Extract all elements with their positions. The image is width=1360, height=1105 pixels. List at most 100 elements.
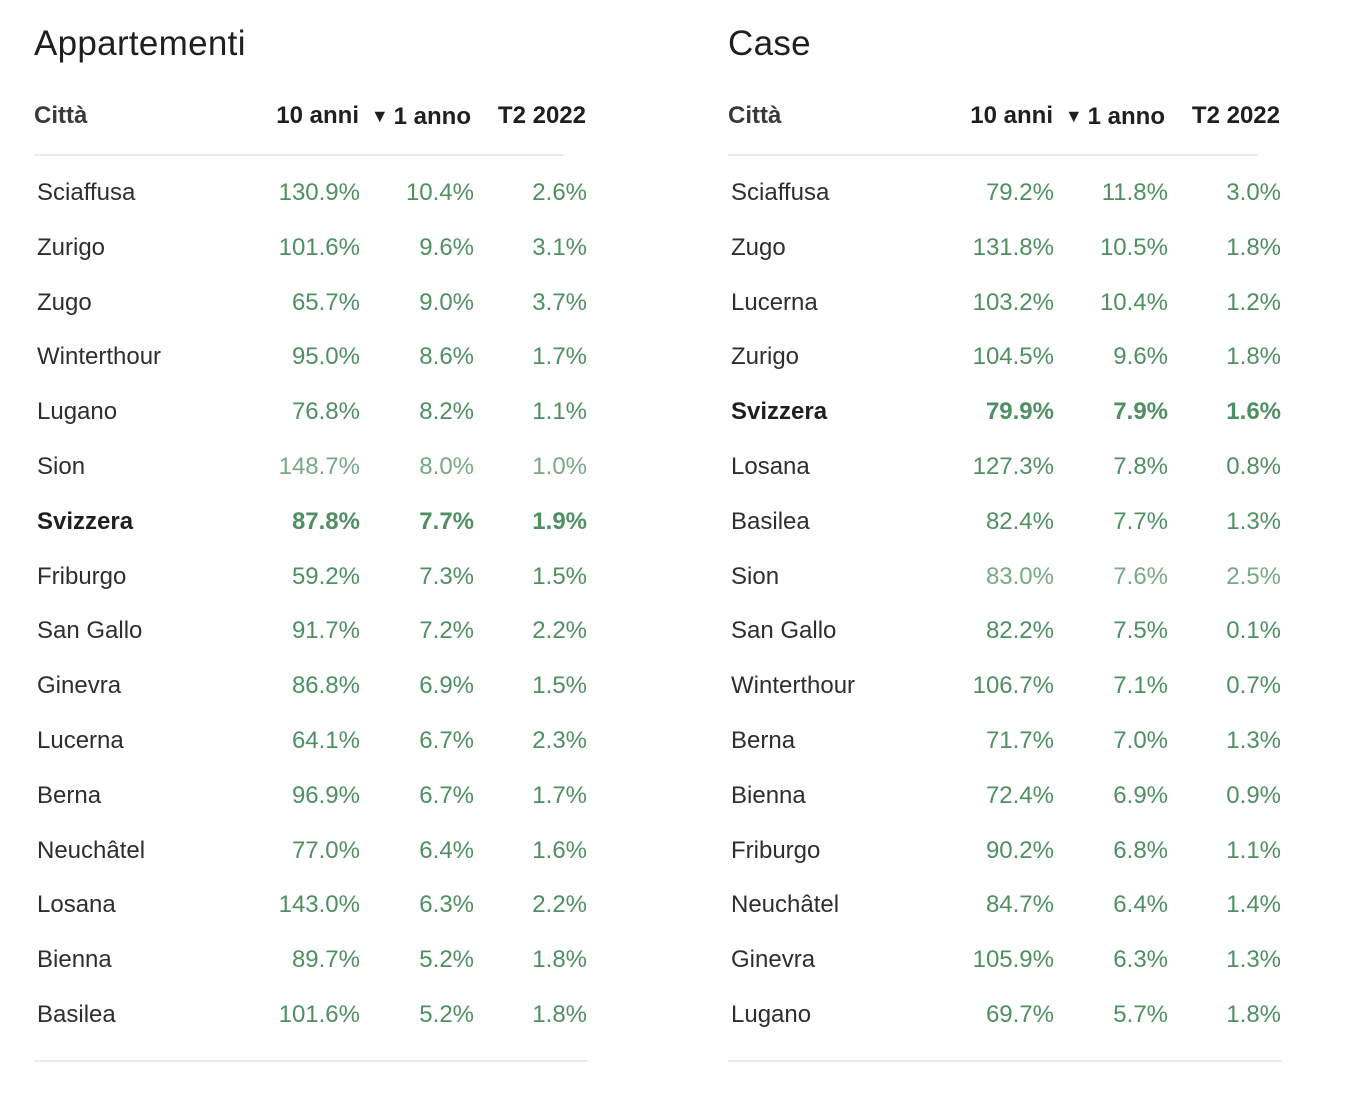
cell-1-anno: 11.8%	[1101, 179, 1168, 206]
cell-t2-2022: 1.1%	[1226, 837, 1281, 864]
row-city-sciaffusa: Sciaffusa	[37, 179, 136, 206]
cell-10-anni: 79.2%	[985, 179, 1054, 206]
column-header-label: T2 2022	[497, 102, 586, 129]
column-header-1-anno[interactable]: ▼ 1 anno	[728, 98, 1165, 134]
cell-10-anni: 131.8%	[972, 234, 1054, 261]
cell-10-anni: 65.7%	[291, 289, 360, 316]
cell-t2-2022: 3.7%	[532, 289, 587, 316]
row-city-losana: Losana	[37, 891, 116, 918]
row-city-friburgo: Friburgo	[37, 563, 127, 590]
cell-10-anni: 71.7%	[985, 727, 1054, 754]
cell-10-anni: 77.0%	[291, 837, 360, 864]
cell-t2-2022: 0.1%	[1226, 617, 1281, 644]
cell-1-anno: 5.2%	[419, 946, 474, 973]
cell-1-anno: 7.7%	[1113, 508, 1168, 535]
row-city-basilea: Basilea	[731, 508, 810, 535]
cell-t2-2022: 1.4%	[1226, 891, 1281, 918]
cell-t2-2022: 1.2%	[1226, 289, 1281, 316]
cell-1-anno: 7.0%	[1113, 727, 1168, 754]
row-city-bienna: Bienna	[731, 782, 806, 809]
row-city-svizzera: Svizzera	[731, 398, 828, 425]
cell-t2-2022: 1.0%	[532, 453, 587, 480]
row-city-sciaffusa: Sciaffusa	[731, 179, 830, 206]
cell-10-anni: 72.4%	[985, 782, 1054, 809]
cell-10-anni: 91.7%	[291, 617, 360, 644]
column-header-t2-2022[interactable]: T2 2022	[728, 98, 1280, 134]
column-header-city[interactable]: Città	[728, 102, 782, 129]
cell-1-anno: 7.6%	[1113, 563, 1168, 590]
cell-1-anno: 6.7%	[419, 782, 474, 809]
footer-divider	[34, 1060, 588, 1062]
column-header-1-anno[interactable]: ▼ 1 anno	[34, 98, 471, 134]
cell-1-anno: 6.4%	[1113, 891, 1168, 918]
cell-1-anno: 6.7%	[419, 727, 474, 754]
sort-descending-icon: ▼	[1064, 106, 1083, 126]
cell-t2-2022: 2.5%	[1226, 563, 1281, 590]
header-divider	[34, 154, 564, 156]
row-city-san-gallo: San Gallo	[731, 617, 837, 644]
row-city-bienna: Bienna	[37, 946, 112, 973]
cell-1-anno: 6.3%	[1113, 946, 1168, 973]
row-city-berna: Berna	[37, 782, 102, 809]
sort-descending-icon: ▼	[370, 106, 389, 126]
cell-10-anni: 79.9%	[985, 398, 1054, 425]
cell-10-anni: 59.2%	[291, 563, 360, 590]
cell-10-anni: 101.6%	[278, 1001, 360, 1028]
row-city-basilea: Basilea	[37, 1001, 116, 1028]
column-header-10-anni[interactable]: 10 anni	[728, 98, 1053, 134]
cell-10-anni: 87.8%	[291, 508, 360, 535]
cell-10-anni: 90.2%	[985, 837, 1054, 864]
cell-t2-2022: 1.3%	[1226, 727, 1281, 754]
cell-1-anno: 9.0%	[419, 289, 474, 316]
row-city-losana: Losana	[731, 453, 810, 480]
cell-1-anno: 6.3%	[419, 891, 474, 918]
row-city-lucerna: Lucerna	[37, 727, 124, 754]
cell-1-anno: 5.7%	[1113, 1001, 1168, 1028]
row-city-neuch-tel: Neuchâtel	[37, 837, 146, 864]
cell-t2-2022: 1.6%	[1226, 398, 1281, 425]
row-city-svizzera: Svizzera	[37, 508, 134, 535]
cell-t2-2022: 1.8%	[1226, 343, 1281, 370]
column-header-t2-2022[interactable]: T2 2022	[34, 98, 586, 134]
cell-t2-2022: 1.5%	[532, 563, 587, 590]
cell-10-anni: 103.2%	[972, 289, 1054, 316]
header-divider	[728, 154, 1258, 156]
cell-1-anno: 7.5%	[1113, 617, 1168, 644]
cell-10-anni: 86.8%	[291, 672, 360, 699]
cell-1-anno: 6.9%	[1113, 782, 1168, 809]
table-title: Appartementi	[34, 24, 246, 63]
cell-10-anni: 84.7%	[985, 891, 1054, 918]
cell-t2-2022: 3.0%	[1226, 179, 1281, 206]
column-header-label: 1 anno	[393, 103, 471, 130]
cell-10-anni: 143.0%	[278, 891, 360, 918]
cell-t2-2022: 1.8%	[1226, 1001, 1281, 1028]
cell-10-anni: 64.1%	[291, 727, 360, 754]
cell-t2-2022: 1.7%	[532, 343, 587, 370]
cell-1-anno: 10.4%	[405, 179, 474, 206]
row-city-zurigo: Zurigo	[37, 234, 106, 261]
row-city-zurigo: Zurigo	[731, 343, 800, 370]
cell-1-anno: 7.9%	[1113, 398, 1168, 425]
row-city-winterthour: Winterthour	[731, 672, 856, 699]
cell-10-anni: 104.5%	[972, 343, 1054, 370]
cell-10-anni: 82.4%	[985, 508, 1054, 535]
cell-1-anno: 7.8%	[1113, 453, 1168, 480]
row-city-ginevra: Ginevra	[37, 672, 122, 699]
cell-t2-2022: 1.8%	[1226, 234, 1281, 261]
table-title: Case	[728, 24, 811, 63]
column-header-label: 1 anno	[1087, 103, 1165, 130]
cell-t2-2022: 1.3%	[1226, 946, 1281, 973]
column-header-city[interactable]: Città	[34, 102, 88, 129]
cell-t2-2022: 1.1%	[532, 398, 587, 425]
row-city-san-gallo: San Gallo	[37, 617, 143, 644]
cell-10-anni: 96.9%	[291, 782, 360, 809]
footer-divider	[728, 1060, 1282, 1062]
row-city-neuch-tel: Neuchâtel	[731, 891, 840, 918]
cell-1-anno: 10.5%	[1099, 234, 1168, 261]
cell-1-anno: 9.6%	[419, 234, 474, 261]
cell-1-anno: 5.2%	[419, 1001, 474, 1028]
column-header-10-anni[interactable]: 10 anni	[34, 98, 359, 134]
cell-10-anni: 127.3%	[972, 453, 1054, 480]
row-city-winterthour: Winterthour	[37, 343, 162, 370]
cell-1-anno: 7.7%	[419, 508, 474, 535]
